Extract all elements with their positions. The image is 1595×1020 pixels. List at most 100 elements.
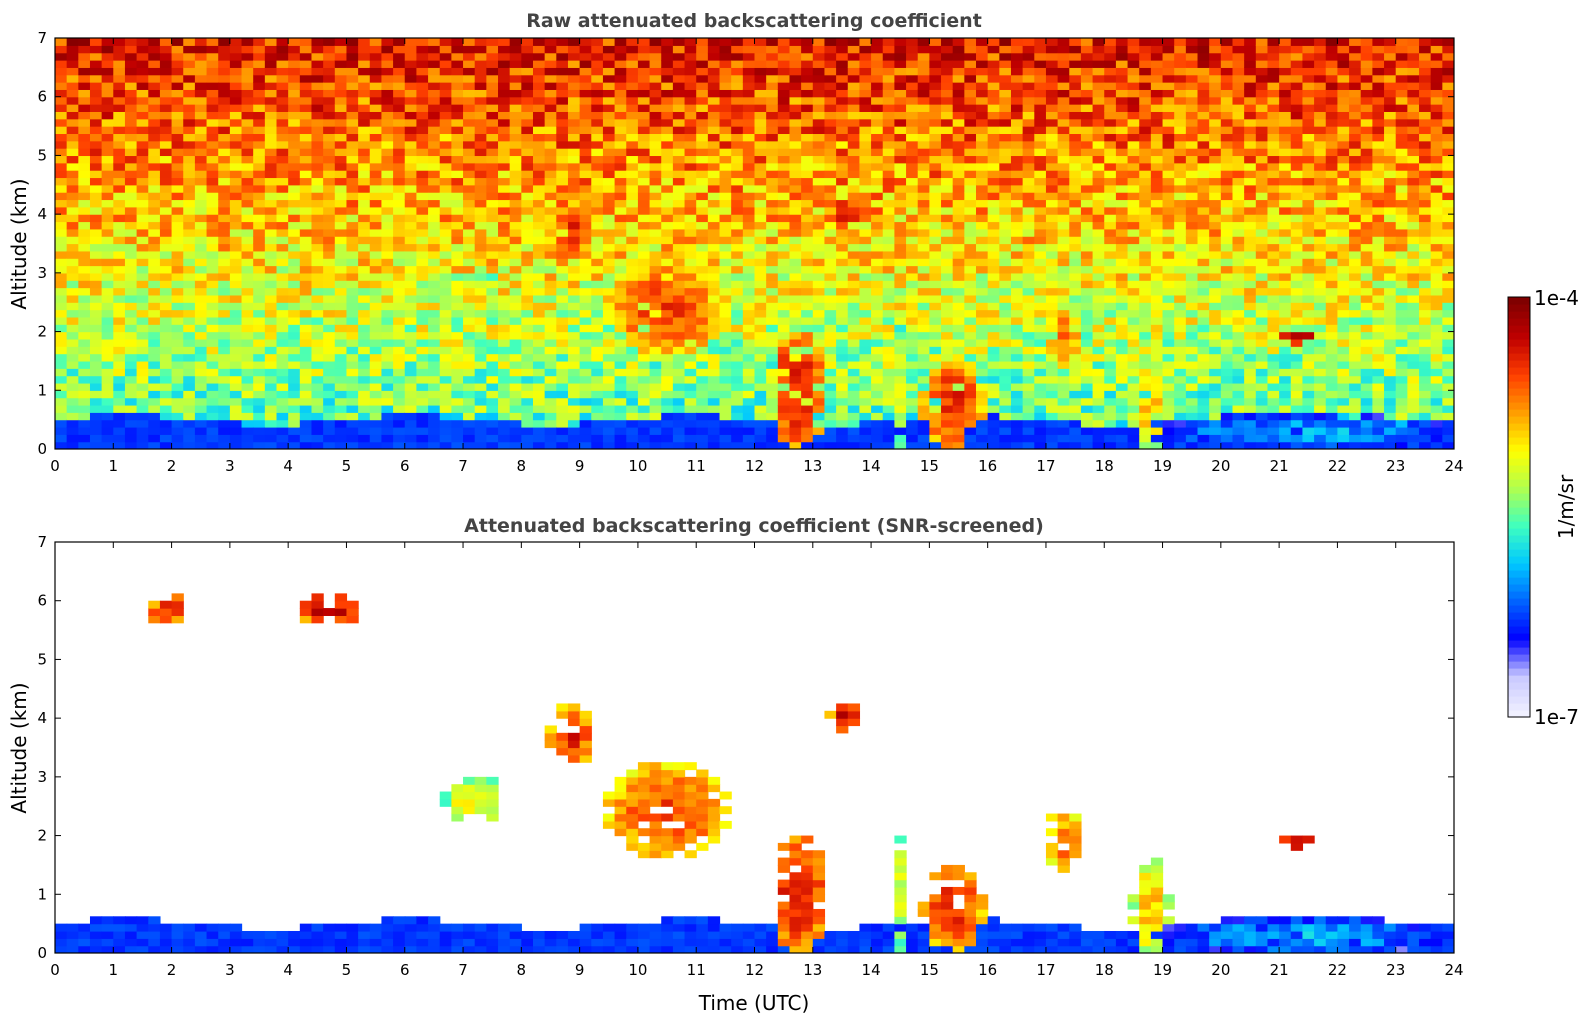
heatmap-cell	[1034, 316, 1047, 325]
heatmap-cell	[742, 280, 756, 289]
heatmap-cell	[66, 258, 79, 267]
heatmap-cell	[78, 302, 91, 311]
heatmap-cell	[159, 45, 173, 54]
heatmap-cell	[509, 133, 522, 142]
heatmap-cell	[999, 294, 1012, 303]
heatmap-cell	[731, 214, 744, 223]
heatmap-cell	[288, 368, 301, 377]
heatmap-cell	[66, 126, 79, 135]
heatmap-cell	[1022, 346, 1035, 355]
heatmap-cell	[136, 184, 149, 193]
heatmap-cell	[952, 170, 965, 179]
heatmap-cell	[206, 82, 219, 90]
heatmap-cell	[509, 338, 522, 347]
heatmap-cell	[55, 118, 68, 127]
heatmap-cell	[509, 170, 522, 179]
heatmap-cell	[556, 441, 569, 449]
heatmap-cell	[906, 280, 919, 289]
heatmap-cell	[1080, 96, 1094, 105]
heatmap-cell	[358, 258, 371, 267]
heatmap-cell	[113, 265, 126, 274]
heatmap-cell	[89, 74, 103, 83]
heatmap-cell	[1057, 199, 1070, 208]
heatmap-cell	[404, 155, 418, 164]
heatmap-cell	[964, 258, 977, 267]
heatmap-cell	[952, 331, 965, 340]
heatmap-cell	[544, 140, 557, 149]
heatmap-cell	[614, 148, 627, 157]
heatmap-cell	[649, 67, 662, 76]
heatmap-cell	[707, 324, 721, 333]
heatmap-cell	[346, 338, 359, 347]
heatmap-cell	[544, 89, 557, 98]
heatmap-cell	[1057, 250, 1070, 259]
heatmap-cell	[393, 346, 406, 355]
heatmap-cell	[661, 221, 674, 230]
heatmap-cell	[428, 126, 441, 135]
heatmap-cell	[567, 60, 581, 68]
heatmap-cell	[264, 346, 278, 355]
heatmap-cell	[731, 265, 744, 274]
heatmap-cell	[474, 206, 487, 215]
heatmap-cell	[999, 309, 1012, 318]
heatmap-cell	[707, 412, 721, 421]
heatmap-cell	[369, 52, 383, 61]
heatmap-cell	[159, 162, 173, 171]
heatmap-cell	[521, 404, 534, 413]
heatmap-cell	[882, 228, 895, 237]
heatmap-cell	[532, 104, 546, 112]
heatmap-cell	[696, 287, 709, 296]
heatmap-cell	[591, 170, 604, 179]
heatmap-cell	[766, 67, 779, 76]
heatmap-cell	[404, 324, 418, 333]
heatmap-cell	[1034, 214, 1047, 223]
heatmap-cell	[463, 60, 476, 68]
heatmap-cell	[614, 111, 627, 120]
heatmap-cell	[416, 184, 429, 193]
heatmap-cell	[206, 206, 219, 215]
heatmap-cell	[649, 111, 662, 120]
heatmap-cell	[532, 368, 546, 377]
heatmap-cell	[101, 375, 114, 384]
heatmap-cell	[229, 250, 243, 259]
heatmap-cell	[451, 294, 464, 303]
heatmap-cell	[369, 272, 383, 281]
heatmap-cell	[917, 38, 930, 46]
heatmap-cell	[124, 368, 138, 377]
heatmap-cell	[824, 96, 837, 105]
heatmap-cell	[218, 353, 231, 362]
heatmap-cell	[346, 316, 359, 325]
heatmap-cell	[381, 382, 394, 391]
heatmap-cell	[264, 375, 278, 384]
heatmap-cell	[707, 118, 721, 127]
heatmap-cell	[404, 111, 418, 120]
heatmap-cell	[567, 45, 581, 54]
heatmap-cell	[731, 353, 744, 362]
heatmap-cell	[218, 287, 231, 296]
heatmap-cell	[696, 236, 709, 245]
heatmap-cell	[719, 419, 732, 428]
heatmap-cell	[929, 316, 942, 325]
heatmap-cell	[871, 302, 884, 311]
heatmap-cell	[439, 404, 452, 413]
heatmap-cell	[742, 353, 756, 362]
heatmap-cell	[649, 38, 662, 46]
heatmap-cell	[1069, 272, 1082, 281]
heatmap-cell	[707, 104, 721, 112]
heatmap-cell	[323, 287, 336, 296]
heatmap-cell	[952, 316, 965, 325]
heatmap-cell	[579, 353, 592, 362]
heatmap-cell	[136, 434, 149, 443]
heatmap-cell	[206, 441, 219, 449]
heatmap-cell	[148, 419, 161, 428]
heatmap-cell	[556, 346, 569, 355]
heatmap-cell	[684, 170, 697, 179]
heatmap-cell	[1034, 280, 1047, 289]
heatmap-cell	[672, 434, 686, 443]
heatmap-cell	[661, 404, 674, 413]
heatmap-cell	[789, 338, 802, 347]
heatmap-cell	[498, 412, 511, 421]
heatmap-cell	[101, 126, 114, 135]
heatmap-cell	[1057, 419, 1070, 428]
heatmap-cell	[696, 184, 709, 193]
